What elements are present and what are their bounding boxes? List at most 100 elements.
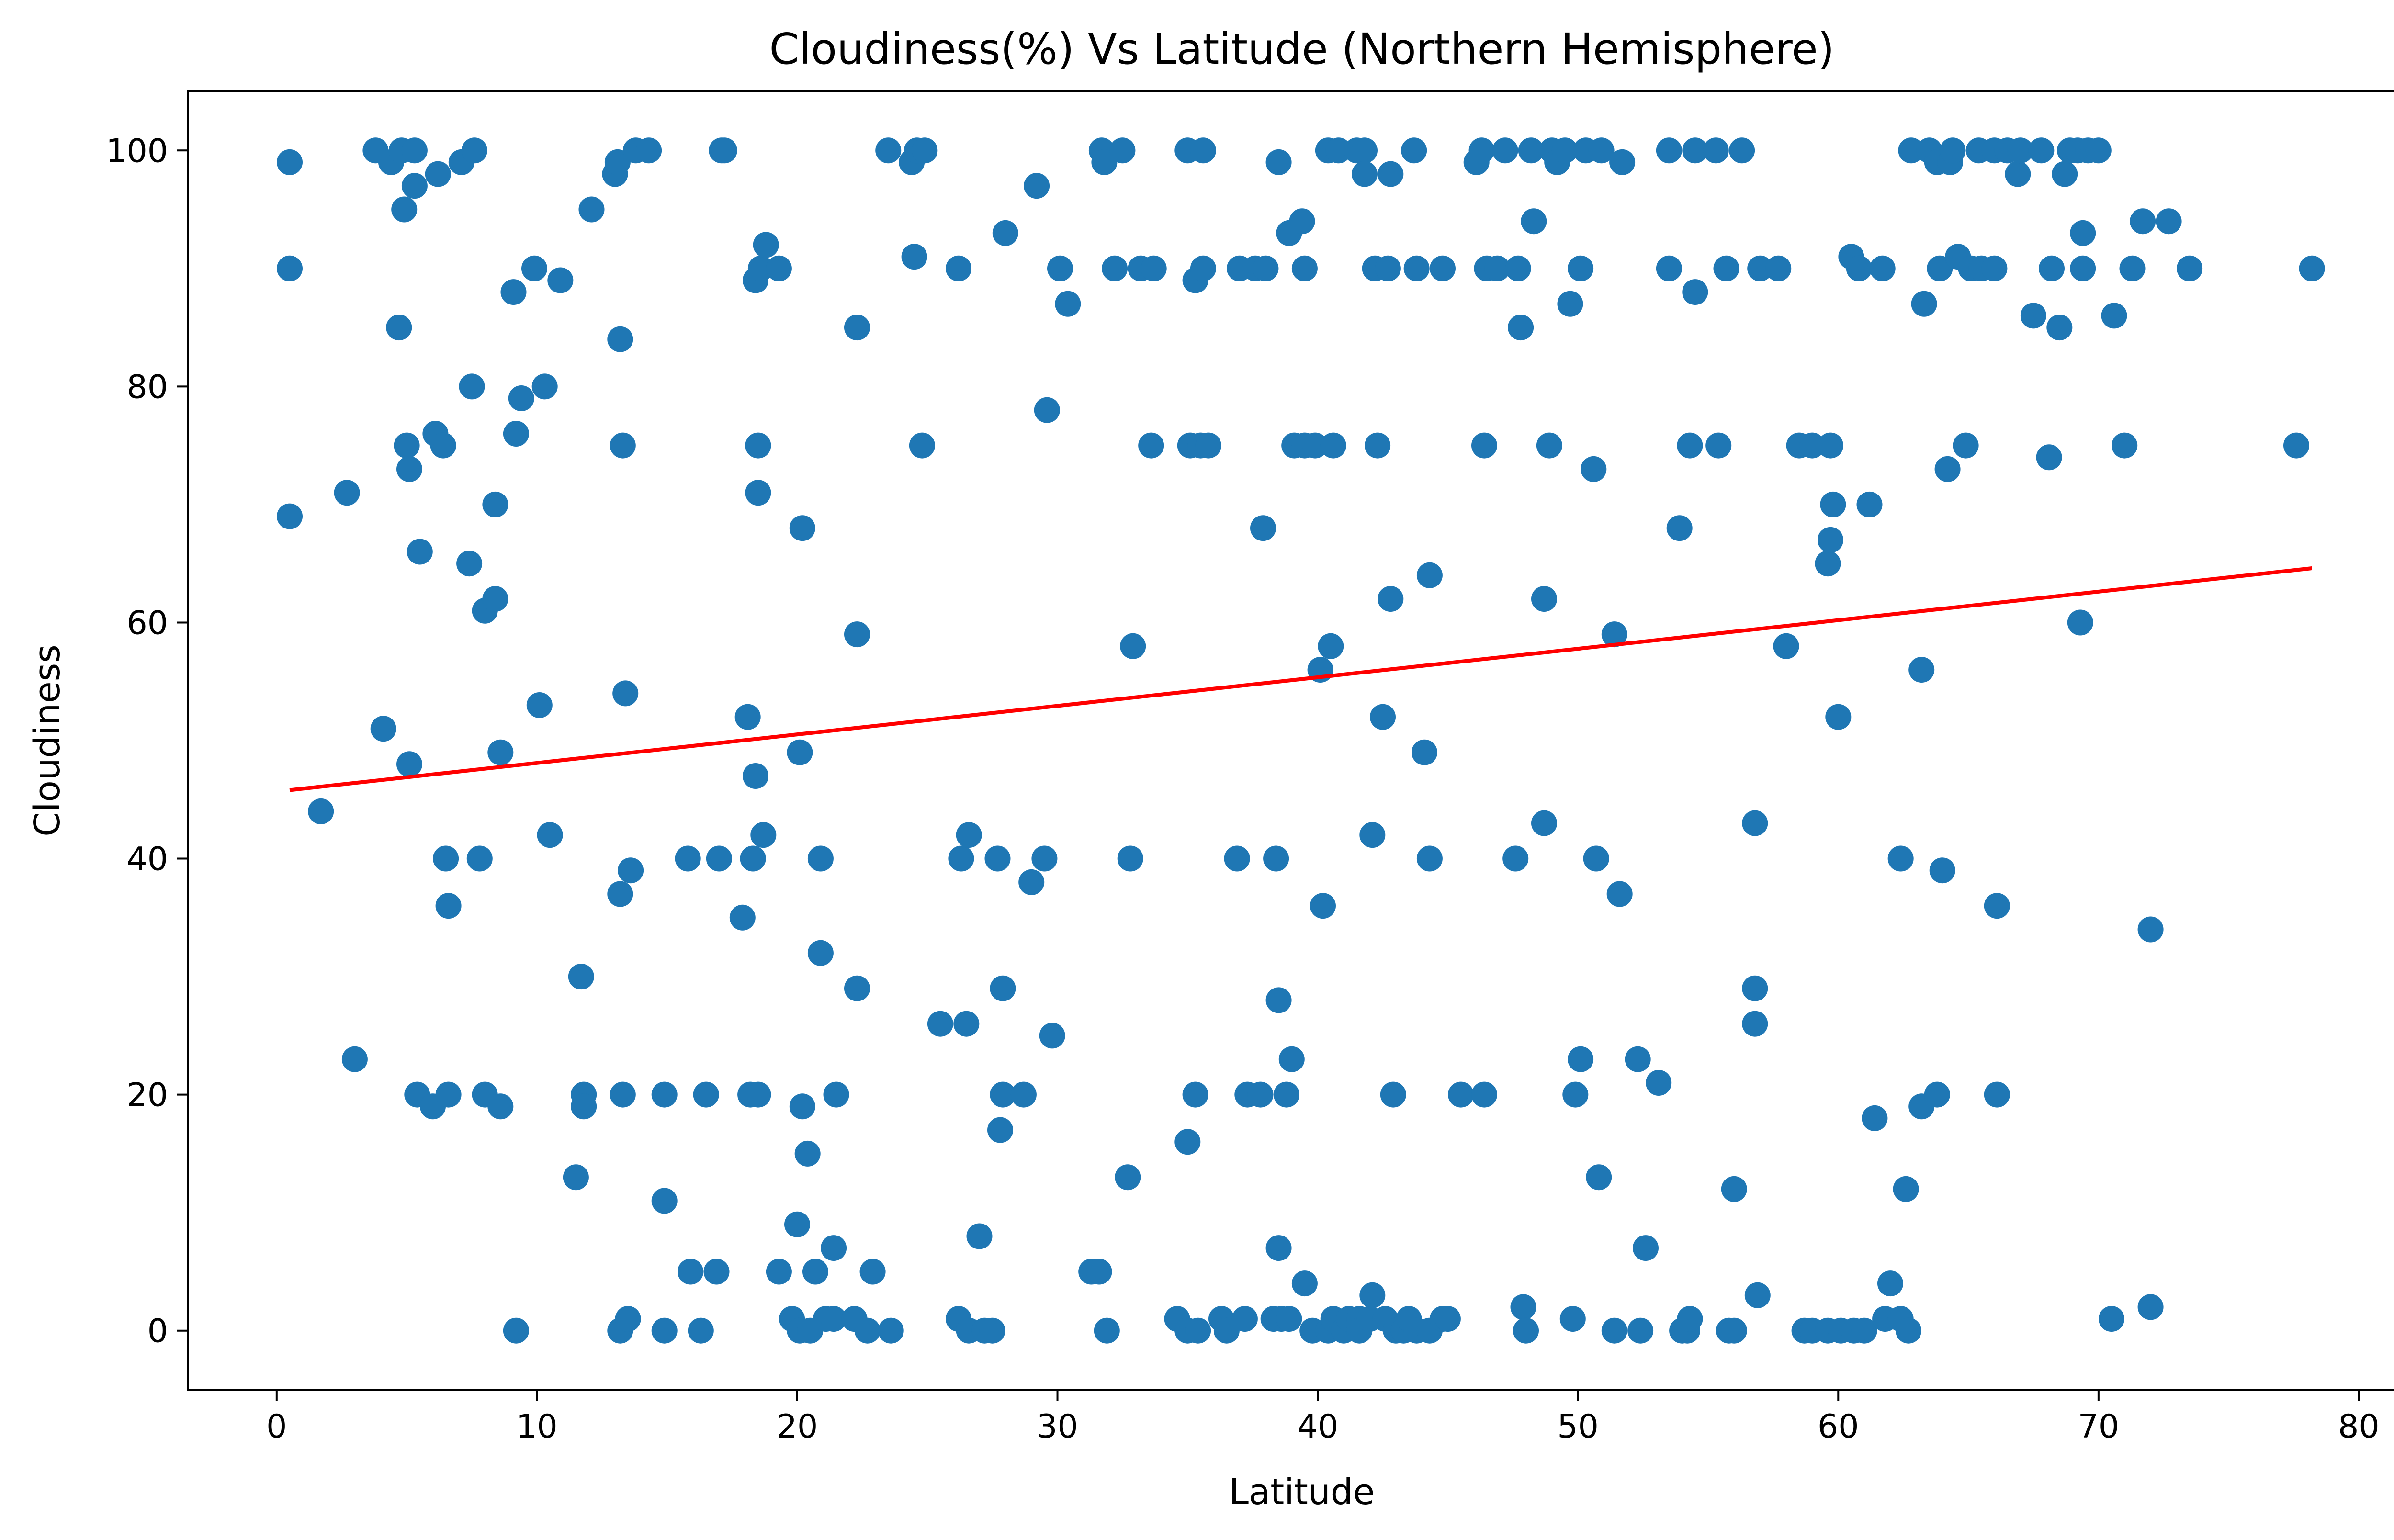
data-point [1190,255,1216,281]
data-point [1094,1317,1120,1344]
data-point [990,975,1016,1001]
data-point [1278,1046,1305,1072]
data-point [821,1306,847,1332]
data-point [1557,291,1583,317]
data-point [2070,220,2096,246]
data-point [1666,515,1693,541]
data-point [407,539,433,565]
data-point [1559,1306,1586,1332]
data-point [1302,432,1328,459]
data-point [1862,1105,1888,1131]
data-point [2039,255,2065,281]
data-point [1416,562,1443,588]
data-point [1799,432,1825,459]
data-point [1034,397,1060,423]
data-point [1656,255,1682,281]
data-point [386,315,412,341]
data-point [1492,137,1518,164]
data-point [2005,161,2031,187]
data-point [878,1317,904,1344]
data-point [1742,975,1768,1001]
data-point [1536,432,1562,459]
data-point [807,940,834,966]
data-point [1250,515,1276,541]
data-point [747,255,774,281]
data-point [948,845,974,872]
data-point [1141,255,1167,281]
data-point [706,845,732,872]
plot-area [187,90,2394,1391]
data-point [844,621,870,648]
data-point [1893,1176,1919,1202]
data-point [1744,1282,1771,1308]
data-point [2137,916,2164,943]
data-point [1656,137,1682,164]
data-point [1448,1081,1474,1108]
data-point [789,515,815,541]
data-point [391,196,418,223]
data-point [2070,255,2096,281]
data-point [2112,432,2138,459]
data-point [909,432,935,459]
data-point [277,149,303,175]
data-point [537,822,563,848]
data-point [1102,255,1128,281]
data-point [1518,137,1544,164]
data-point [1484,255,1511,281]
data-point [1055,291,1081,317]
data-point [2299,255,2325,281]
data-point [859,1259,886,1285]
data-point [1380,1081,1406,1108]
data-point [821,1235,847,1261]
data-point [844,975,870,1001]
data-point [1471,1081,1497,1108]
data-point [745,480,771,506]
data-point [1562,1081,1589,1108]
data-point [1815,551,1841,577]
data-point [927,1011,953,1037]
x-tick-label: 20 [777,1408,818,1446]
data-point [987,1117,1013,1143]
data-point [1773,633,1799,659]
data-point [2046,315,2073,341]
data-point [956,822,982,848]
data-point [1138,432,1164,459]
data-point [1412,739,1437,765]
data-point [1471,432,1497,459]
data-point [1031,845,1058,872]
y-axis-label: Cloudiness [27,644,68,836]
data-point [1513,1317,1539,1344]
data-point [1588,137,1615,164]
data-point [1024,173,1050,199]
data-point [1869,255,1896,281]
data-point [482,586,508,612]
data-point [1924,1081,1950,1108]
data-point [461,137,487,164]
data-point [1609,149,1636,175]
data-point [1568,1046,1594,1072]
data-point [984,845,1011,872]
data-point [1190,137,1216,164]
y-tick-label: 40 [126,841,168,878]
data-point [1185,1317,1211,1344]
y-tick-label: 0 [147,1313,168,1350]
data-point [2028,137,2055,164]
y-axis: 0 20 40 60 80 100 [106,132,188,1350]
data-point [578,196,605,223]
data-point [636,137,662,164]
data-point [1403,255,1430,281]
data-point [745,432,771,459]
data-point [1276,1306,1302,1332]
data-point [750,822,777,848]
data-point [2283,432,2309,459]
data-point [503,421,529,447]
data-point [615,1306,641,1332]
data-point [1434,1306,1461,1332]
data-point [743,763,768,789]
data-point [394,432,420,459]
x-tick-label: 0 [266,1408,287,1446]
data-point [1765,255,1792,281]
data-point [1742,810,1768,836]
data-point [1018,869,1045,895]
data-point [1601,1317,1627,1344]
